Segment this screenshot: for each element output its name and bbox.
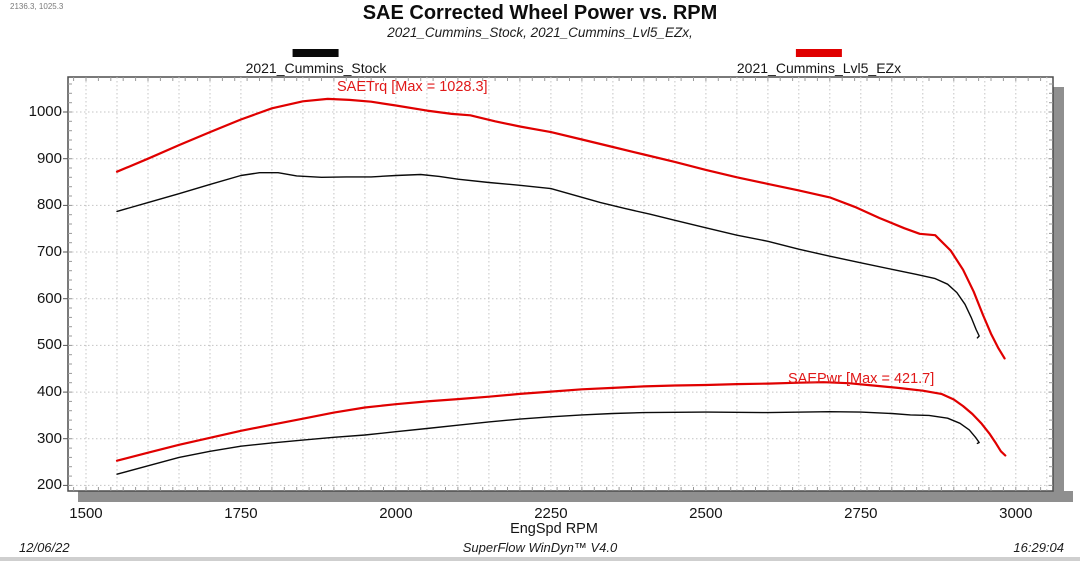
footer-time: 16:29:04 xyxy=(1013,540,1064,555)
x-tick-label: 2000 xyxy=(379,505,413,522)
y-tick-label: 800 xyxy=(36,196,62,214)
y-tick-label: 300 xyxy=(36,429,62,447)
legend-label-stock: 2021_Cummins_Stock xyxy=(245,60,387,76)
torque-max-annotation: SAETrq [Max = 1028.3] xyxy=(337,79,488,95)
y-tick-label: 200 xyxy=(36,476,62,494)
chart-title: SAE Corrected Wheel Power vs. RPM xyxy=(362,2,718,24)
x-tick-label: 3000 xyxy=(999,505,1033,522)
series-stock-power xyxy=(116,411,980,475)
power-max-annotation: SAEPwr [Max = 421.7] xyxy=(788,371,935,387)
cursor-coordinate-readout: 2136.3, 1025.3 xyxy=(10,2,64,11)
series-stock-torque xyxy=(116,172,980,339)
legend-swatch-stock xyxy=(292,49,339,57)
y-tick-label: 700 xyxy=(36,243,62,261)
footer-date: 12/06/22 xyxy=(19,540,70,555)
footer-app-name: SuperFlow WinDyn™ V4.0 xyxy=(462,540,618,555)
series-lvl5-torque xyxy=(115,97,1006,360)
plot-shadow-bottom xyxy=(78,491,1073,502)
legend-label-lvl5: 2021_Cummins_Lvl5_EZx xyxy=(736,60,902,76)
x-tick-label: 2500 xyxy=(689,505,723,522)
plot-area xyxy=(67,76,1054,492)
x-tick-label: 1500 xyxy=(69,505,103,522)
y-tick-label: 600 xyxy=(36,289,62,307)
chart-subtitle: 2021_Cummins_Stock, 2021_Cummins_Lvl5_EZ… xyxy=(387,25,693,40)
window-bottom-edge xyxy=(0,557,1080,561)
legend-swatch-lvl5 xyxy=(795,49,842,57)
y-tick-label: 400 xyxy=(36,383,62,401)
legend-item-stock: 2021_Cummins_Stock xyxy=(245,49,387,76)
legend-item-lvl5: 2021_Cummins_Lvl5_EZx xyxy=(737,49,901,76)
plot-shadow-right xyxy=(1053,87,1064,502)
y-tick-label: 1000 xyxy=(28,103,62,120)
x-tick-label: 2250 xyxy=(534,505,568,522)
x-tick-label: 2750 xyxy=(844,505,878,522)
x-axis-label: EngSpd RPM xyxy=(510,521,598,537)
x-tick-label: 1750 xyxy=(224,505,258,522)
series-lvl5-power xyxy=(115,381,1007,462)
y-tick-label: 900 xyxy=(36,149,62,167)
y-tick-label: 500 xyxy=(36,336,62,354)
